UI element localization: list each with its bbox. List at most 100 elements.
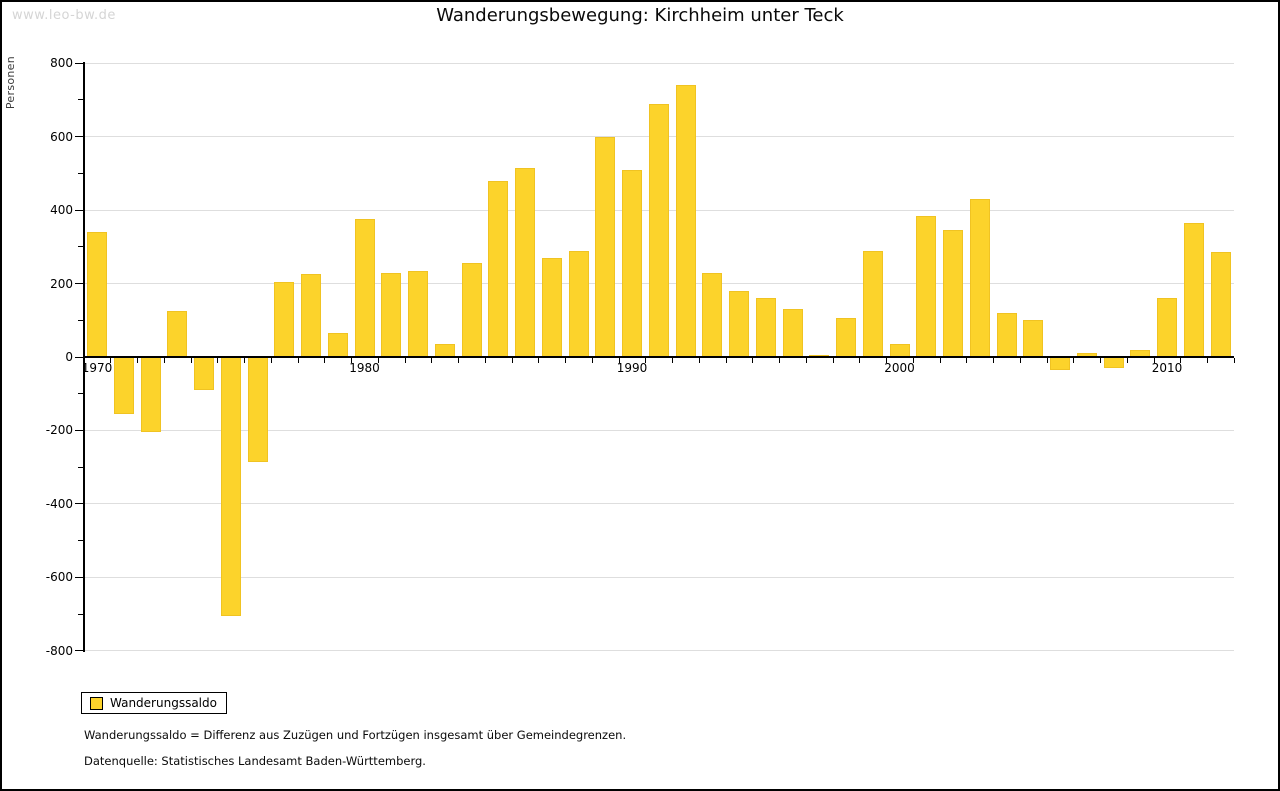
x-axis-tick [1073, 358, 1075, 363]
y-gridline-label: -200 [45, 423, 73, 438]
y-axis-tick [75, 136, 83, 138]
bar-1995 [755, 298, 776, 357]
bar-1984 [461, 263, 482, 357]
bar-1993 [702, 272, 723, 357]
y-axis-tick [75, 503, 83, 505]
bar-1970 [87, 232, 107, 357]
x-axis-tick [1153, 358, 1155, 363]
footnote-source: Datenquelle: Statistisches Landesamt Bad… [84, 754, 426, 768]
x-axis-tick [270, 358, 272, 363]
x-axis-tick [565, 358, 567, 363]
y-gridline-label: 400 [50, 203, 73, 218]
bar-1972 [140, 357, 161, 433]
bar-2002 [943, 230, 963, 357]
x-axis-tick [966, 358, 968, 363]
x-axis-tick [83, 358, 85, 363]
x-axis-label-1980: 1980 [349, 361, 380, 375]
bar-1990 [622, 169, 642, 357]
bar-1991 [648, 103, 669, 357]
x-axis-line [83, 356, 1234, 358]
y-axis-tick [78, 393, 83, 395]
y-axis-tick [75, 429, 83, 431]
bar-2005 [1023, 320, 1044, 357]
legend-swatch-icon [90, 697, 103, 710]
bar-1976 [247, 357, 268, 462]
y-gridline-label: 200 [50, 276, 73, 291]
bar-1980 [354, 219, 375, 357]
y-gridline-label: 600 [50, 129, 73, 144]
y-axis-tick [75, 356, 83, 358]
bar-1998 [836, 318, 856, 357]
x-axis-label-1970: 1970 [81, 361, 113, 375]
x-axis-tick [1207, 358, 1209, 363]
x-axis-tick [538, 358, 540, 363]
y-axis-tick [78, 466, 83, 468]
y-axis-tick [75, 62, 83, 64]
gridline [84, 503, 1234, 505]
bar-1977 [274, 281, 295, 357]
bar-1975 [220, 357, 241, 616]
x-axis-tick [163, 358, 165, 363]
bar-1996 [782, 309, 803, 357]
y-axis-line [83, 62, 85, 652]
y-axis-tick [78, 613, 83, 615]
bar-2011 [1183, 222, 1204, 357]
x-axis-tick [1100, 358, 1102, 363]
legend-box: Wanderungssaldo [81, 692, 227, 714]
footnote-definition: Wanderungssaldo = Differenz aus Zuzügen … [84, 728, 627, 742]
x-axis-tick [404, 358, 406, 363]
y-axis-tick [78, 99, 83, 101]
x-axis-tick [725, 358, 727, 363]
x-axis-label-2000: 2000 [884, 361, 915, 375]
x-axis-tick [645, 358, 647, 363]
y-axis-tick [78, 172, 83, 174]
x-axis-tick [217, 358, 219, 363]
y-axis-tick [75, 576, 83, 578]
x-axis-tick [805, 358, 807, 363]
y-gridline-label: -800 [45, 643, 73, 658]
x-axis-tick [1233, 358, 1235, 363]
bar-1973 [167, 311, 188, 357]
x-axis-tick [886, 358, 888, 363]
x-axis-tick [698, 358, 700, 363]
bar-1981 [381, 272, 402, 357]
y-gridline-label: 0 [65, 350, 73, 364]
x-axis-tick [297, 358, 299, 363]
bar-1982 [408, 270, 428, 357]
legend-label: Wanderungssaldo [110, 696, 217, 710]
x-axis-label-2010: 2010 [1151, 361, 1183, 375]
bar-1985 [488, 180, 509, 357]
gridline [84, 429, 1234, 431]
x-axis-tick [377, 358, 379, 363]
bar-2003 [969, 199, 990, 357]
bar-2006 [1050, 357, 1070, 370]
x-axis-tick [939, 358, 941, 363]
y-axis-title: Personen [4, 56, 17, 110]
x-axis-label-1990: 1990 [616, 361, 648, 375]
y-gridline-label: -600 [45, 570, 73, 585]
x-axis-tick [244, 358, 246, 363]
bar-1978 [301, 274, 321, 357]
x-axis-tick [484, 358, 486, 363]
bar-2001 [916, 215, 937, 357]
x-axis-tick [351, 358, 353, 363]
x-axis-tick [779, 358, 781, 363]
x-axis-tick [458, 358, 460, 363]
x-axis-tick [511, 358, 513, 363]
gridline [84, 576, 1234, 578]
x-axis-tick [1046, 358, 1048, 363]
bar-2004 [996, 312, 1017, 357]
x-axis-tick [431, 358, 433, 363]
bar-1989 [595, 136, 616, 357]
x-axis-tick [618, 358, 620, 363]
x-axis-tick [993, 358, 995, 363]
bar-1979 [327, 333, 348, 357]
bar-1994 [729, 290, 749, 357]
y-axis-tick [75, 283, 83, 285]
y-gridline-label: -400 [45, 496, 73, 511]
gridline [84, 650, 1234, 652]
y-axis-tick [75, 650, 83, 652]
bar-2012 [1210, 252, 1231, 357]
gridline [84, 62, 1234, 64]
